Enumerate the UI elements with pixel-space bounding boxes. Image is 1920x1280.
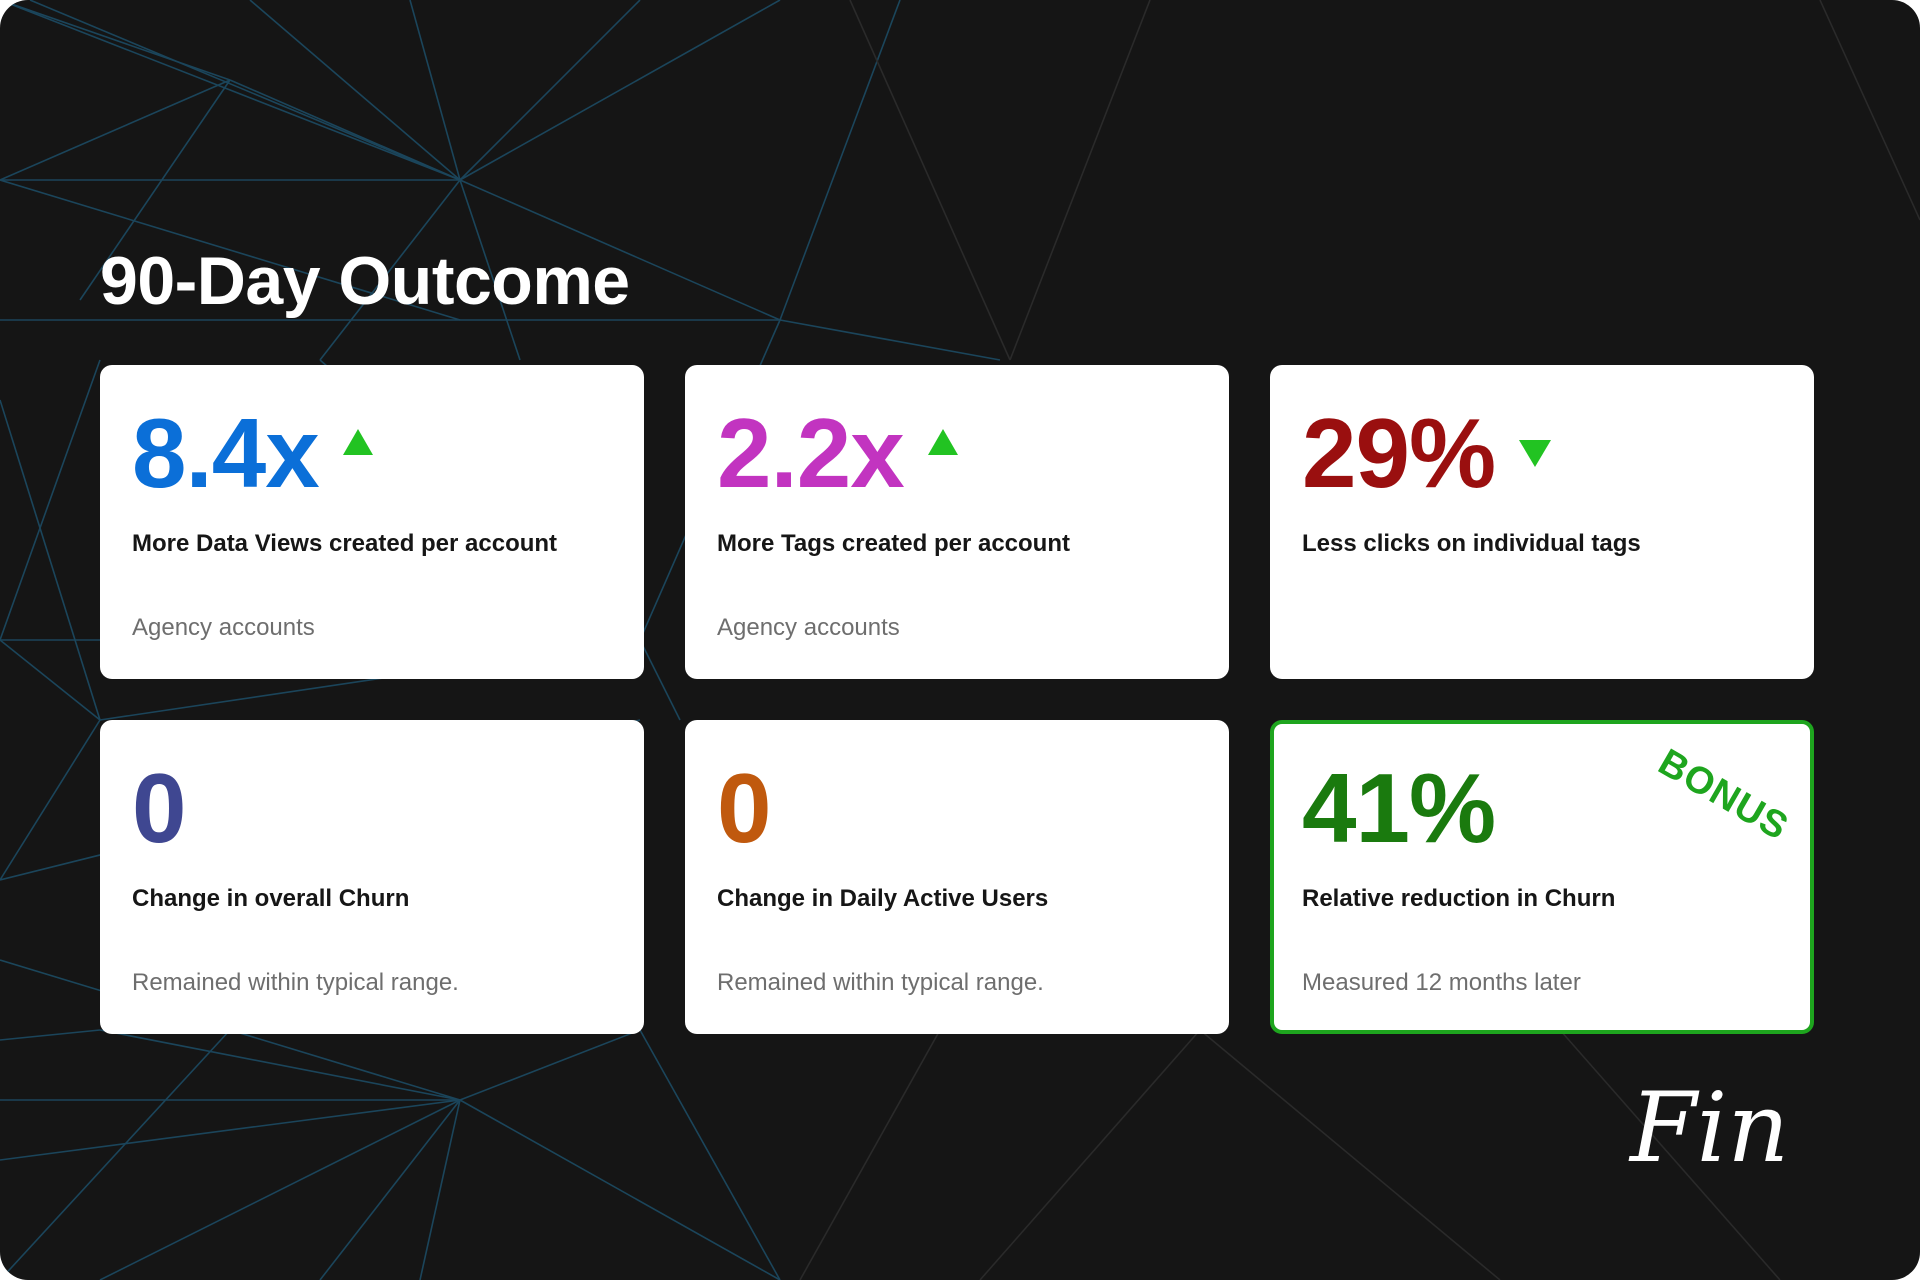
metric-card-daily-active-users: 0 Change in Daily Active Users Remained … (685, 720, 1229, 1034)
metric-subtext: Agency accounts (132, 614, 315, 641)
metric-subtext: Measured 12 months later (1302, 969, 1581, 996)
metric-subtext: Remained within typical range. (132, 969, 459, 996)
metric-value: 2.2x (717, 398, 905, 508)
metric-label: More Tags created per account (717, 530, 1070, 557)
metric-card-tag-clicks: 29% Less clicks on individual tags (1270, 365, 1814, 679)
metric-row: 29% (1302, 403, 1782, 503)
metric-label: Less clicks on individual tags (1302, 530, 1641, 557)
metric-label: More Data Views created per account (132, 530, 558, 557)
fin-logo: Fin (1630, 1072, 1790, 1184)
page-title: 90-Day Outcome (100, 243, 630, 319)
metric-value: 8.4x (132, 398, 320, 508)
metric-row: 2.2x (717, 403, 1197, 503)
metric-label: Relative reduction in Churn (1302, 885, 1616, 912)
metric-row: 0 (132, 758, 612, 858)
metric-label: Change in Daily Active Users (717, 885, 1049, 912)
triangle-up-icon (342, 429, 373, 455)
metric-row: 0 (717, 758, 1197, 858)
metric-card-data-views: 8.4x More Data Views created per account… (100, 365, 644, 679)
metric-card-tags: 2.2x More Tags created per account Agenc… (685, 365, 1229, 679)
metric-card-churn-reduction: 41% Relative reduction in Churn Measured… (1270, 720, 1814, 1034)
metric-label: Change in overall Churn (132, 885, 410, 912)
triangle-up-icon (927, 429, 958, 455)
metric-row: 41% (1302, 758, 1782, 858)
metric-subtext: Remained within typical range. (717, 969, 1044, 996)
triangle-down-icon (1519, 439, 1552, 467)
metric-value: 0 (132, 753, 187, 863)
metric-subtext: Agency accounts (717, 614, 900, 641)
metric-card-churn: 0 Change in overall Churn Remained withi… (100, 720, 644, 1034)
metric-row: 8.4x (132, 403, 612, 503)
metric-value: 0 (717, 753, 772, 863)
metric-value: 41% (1302, 753, 1496, 863)
metric-value: 29% (1302, 398, 1496, 508)
